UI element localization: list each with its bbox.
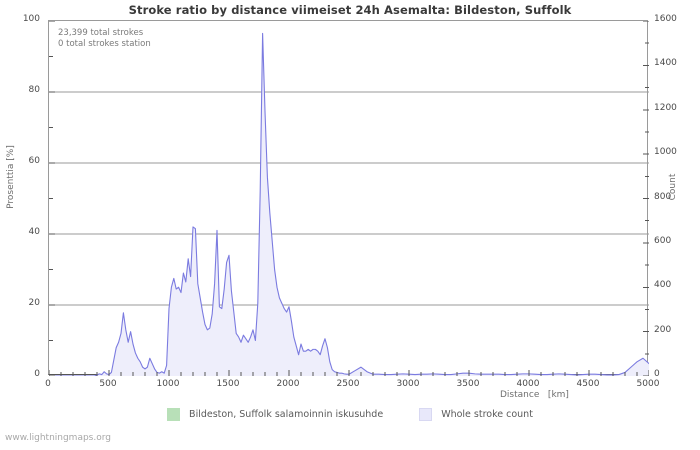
y-axis-right-tick-1000: 1000	[654, 147, 677, 158]
x-axis-tick-2000: 2000	[276, 379, 300, 389]
legend-swatch-station-ratio	[167, 408, 181, 421]
y-axis-right-tick-1200: 1200	[654, 102, 677, 113]
y-axis-right-tick-800: 800	[654, 191, 672, 202]
y-axis-left-tick-80: 80	[28, 85, 40, 95]
legend-item-whole-stroke-count[interactable]: Whole stroke count	[419, 408, 533, 421]
x-axis-tick-0: 0	[45, 379, 51, 389]
y-axis-left-tick-0: 0	[34, 369, 40, 379]
x-axis-tick-1000: 1000	[156, 379, 180, 389]
page-title: Stroke ratio by distance viimeiset 24h A…	[128, 3, 572, 17]
y-axis-right-tick-0: 0	[654, 369, 660, 379]
x-axis-label: Distance [km]	[500, 390, 569, 400]
x-axis-tick-2500: 2500	[336, 379, 360, 389]
x-axis-tick-3500: 3500	[456, 379, 480, 389]
y-axis-left-tick-100: 100	[22, 14, 40, 24]
y-axis-right-tick-1400: 1400	[654, 58, 677, 69]
y-axis-right-tick-200: 200	[654, 324, 672, 335]
x-axis-tick-1500: 1500	[216, 379, 240, 389]
y-axis-left-tick-60: 60	[28, 156, 40, 166]
annotation-total-strokes: 23,399 total strokes 0 total strokes stat…	[58, 28, 151, 50]
y-axis-left-tick-20: 20	[28, 298, 40, 308]
x-axis-tick-3000: 3000	[396, 379, 420, 389]
y-axis-right-tick-400: 400	[654, 280, 672, 291]
legend-label-whole-stroke-count: Whole stroke count	[441, 409, 533, 420]
y-axis-left-tick-40: 40	[28, 227, 40, 237]
legend-swatch-whole-stroke-count	[419, 408, 433, 421]
annotation-line-1: 23,399 total strokes	[58, 28, 144, 38]
x-axis-tick-4000: 4000	[516, 379, 540, 389]
x-axis-tick-4500: 4500	[576, 379, 600, 389]
legend-item-station-ratio[interactable]: Bildeston, Suffolk salamoinnin iskusuhde	[167, 408, 383, 421]
chart-canvas	[49, 21, 649, 376]
plot-area	[48, 20, 649, 376]
annotation-line-2: 0 total strokes station	[58, 39, 151, 49]
y-axis-right-tick-600: 600	[654, 235, 672, 246]
watermark: www.lightningmaps.org	[5, 433, 111, 443]
y-axis-right-tick-1600: 1600	[654, 14, 677, 24]
x-axis-tick-5000: 5000	[636, 379, 660, 389]
y-axis-right-label: Count	[668, 173, 678, 201]
legend-label-station-ratio: Bildeston, Suffolk salamoinnin iskusuhde	[189, 409, 384, 420]
x-axis-tick-500: 500	[99, 379, 117, 389]
chart-legend: Bildeston, Suffolk salamoinnin iskusuhde…	[0, 408, 700, 421]
